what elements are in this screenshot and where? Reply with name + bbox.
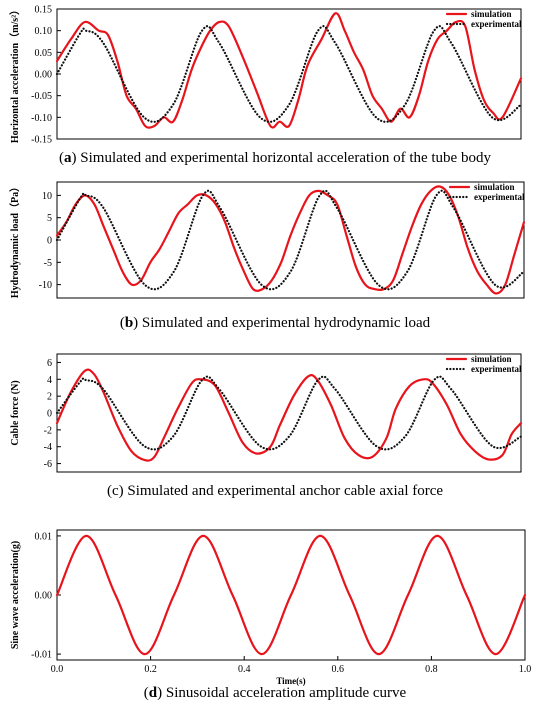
panel-b: -10 -5 0 5 10 Hydrodynamic load（Pa） simulation… <box>0 172 550 340</box>
caption-a-letter: a <box>64 150 72 166</box>
series-line-simulation-c <box>55 368 523 462</box>
panel-d: -0.01 0.00 0.01 0.0 0.2 0.4 0.6 0.8 1.0 Sine wave… <box>0 510 550 714</box>
legend-label-simulation-c: simulation <box>471 354 512 364</box>
series-line-simulation-a <box>55 12 523 129</box>
y-tick-label-a: -0.15 <box>31 135 52 146</box>
legend-label-simulation-a: simulation <box>471 9 512 19</box>
chart-a: -0.15 -0.10 -0.05 0.00 0.05 0.10 0.15 Horizonta… <box>8 5 523 146</box>
y-tick-label-d: 0.01 <box>35 531 53 542</box>
caption-c-letter: c <box>111 483 119 499</box>
y-tick-label-a: 0.15 <box>35 5 53 16</box>
y-tick-label-b: 0 <box>47 236 52 247</box>
caption-b-text: Simulated and experimental hydrodynamic … <box>141 315 431 331</box>
x-tick-label-d: 0.6 <box>332 664 345 675</box>
y-tick-label-c: 0 <box>47 409 52 420</box>
caption-d-letter: d <box>148 685 158 701</box>
chart-d: -0.01 0.00 0.01 0.0 0.2 0.4 0.6 0.8 1.0 Sine wave… <box>10 529 532 686</box>
y-tick-label-c: -4 <box>44 442 52 453</box>
chart-b: -10 -5 0 5 10 Hydrodynamic load（Pa） simulation… <box>8 181 526 299</box>
plot-frame-a <box>56 8 522 140</box>
series-line-experimental-c <box>55 375 523 451</box>
caption-c-text: Simulated and experimental anchor cable … <box>127 483 444 499</box>
series-line-sine-d <box>55 534 527 656</box>
legend-label-experimental-a: experimental <box>471 19 522 29</box>
series-line-simulation-b <box>55 185 526 295</box>
y-tick-label-a: -0.10 <box>31 113 52 124</box>
caption-d: (d) Sinusoidal acceleration amplitude cu… <box>143 685 407 701</box>
x-tick-label-d: 0.8 <box>425 664 438 675</box>
legend-label-simulation-b: simulation <box>474 182 515 192</box>
x-tick-label-d: 0.4 <box>238 664 251 675</box>
series-line-experimental-a <box>55 25 523 123</box>
x-tick-label-d: 1.0 <box>519 664 532 675</box>
y-tick-label-a: -0.05 <box>31 91 52 102</box>
panel-a: -0.15 -0.10 -0.05 0.00 0.05 0.10 0.15 Horizonta… <box>0 0 550 172</box>
x-tick-label-d: 0.2 <box>144 664 157 675</box>
panel-c: -6 -4 -2 0 2 4 6 Cable force (N) simulation exper… <box>0 340 550 510</box>
y-tick-label-d: -0.01 <box>31 650 52 661</box>
y-tick-label-c: -6 <box>44 459 52 470</box>
y-tick-label-b: -5 <box>44 258 52 269</box>
legend-label-experimental-c: experimental <box>471 364 522 374</box>
y-tick-label-c: -2 <box>44 425 52 436</box>
x-tick-label-d: 0.0 <box>51 664 64 675</box>
y-axis-label-d: Sine wave acceleration(g) <box>10 541 21 649</box>
y-axis-label-b: Hydrodynamic load（Pa） <box>8 182 21 298</box>
y-tick-label-c: 4 <box>47 375 52 386</box>
chart-c: -6 -4 -2 0 2 4 6 Cable force (N) simulationexper… <box>10 353 523 473</box>
caption-b-letter: b <box>124 315 134 331</box>
y-axis-label-a: Horizontal acceleration（m/s²） <box>8 5 21 143</box>
y-tick-label-b: 10 <box>42 191 52 202</box>
y-tick-label-a: 0.00 <box>35 70 53 81</box>
caption-d-text: Sinusoidal acceleration amplitude curve <box>165 685 407 701</box>
caption-a-text: Simulated and experimental horizontal ac… <box>80 150 491 166</box>
y-tick-label-b: -10 <box>39 280 52 291</box>
x-axis-label-d: Time(s) <box>276 676 305 686</box>
y-tick-label-a: 0.05 <box>35 48 53 59</box>
caption-b: (b) Simulated and experimental hydrodyna… <box>119 315 431 331</box>
y-tick-label-c: 6 <box>47 358 52 369</box>
y-tick-label-c: 2 <box>47 392 52 403</box>
caption-a: (a) Simulated and experimental horizonta… <box>59 150 491 166</box>
y-tick-label-b: 5 <box>47 213 52 224</box>
y-tick-label-d: 0.00 <box>35 591 53 602</box>
legend-label-experimental-b: experimental <box>474 192 525 202</box>
series-line-experimental-b <box>55 189 526 291</box>
y-axis-label-c: Cable force (N) <box>10 380 21 445</box>
caption-c: (c) Simulated and experimental anchor ca… <box>106 483 444 499</box>
y-tick-label-a: 0.10 <box>35 26 53 37</box>
